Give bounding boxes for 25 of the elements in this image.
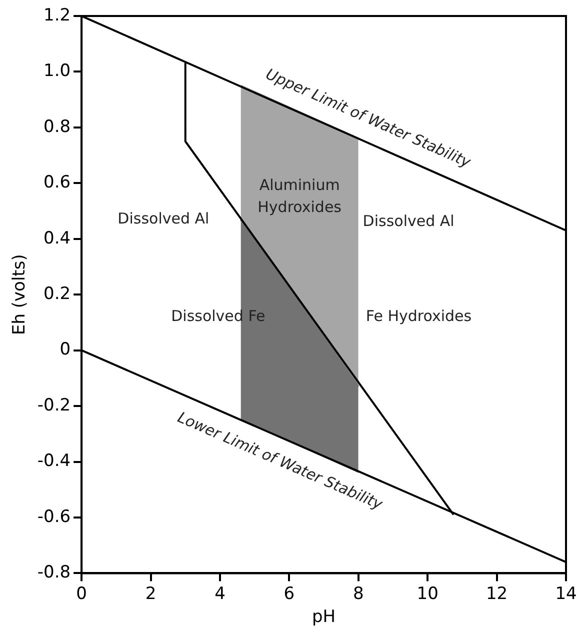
annotation: Dissolved Al [118,209,210,228]
y-tick-label: 1.0 [44,61,71,82]
x-tick-label: 8 [352,584,364,604]
x-tick-label: 6 [284,584,295,604]
x-tick-label: 12 [486,584,508,604]
x-axis-title: pH [312,607,336,628]
y-tick-label: 1.2 [44,5,71,26]
x-tick-label: 0 [76,584,87,604]
x-tick-label: 4 [214,584,226,604]
y-tick-label: 0.6 [44,172,71,193]
y-tick-label: 0.2 [44,284,71,304]
y-tick-label: -0.6 [37,506,71,527]
x-tick-label: 2 [145,584,156,604]
x-tick-label: 14 [555,584,577,604]
y-tick-label: -0.8 [37,562,71,583]
x-tick-label: 10 [416,584,438,604]
y-axis-title: Eh (volts) [10,254,30,336]
y-tick-label: 0 [60,340,71,360]
y-tick-label: -0.2 [37,395,71,416]
y-tick-label: 0.8 [44,116,71,137]
y-tick-label: 0.4 [44,228,71,248]
annotation: Aluminium Hydroxides [258,176,342,216]
y-tick-label: -0.4 [37,451,71,472]
annotation: Dissolved Al [362,212,454,230]
annotation: Fe Hydroxides [366,306,472,325]
